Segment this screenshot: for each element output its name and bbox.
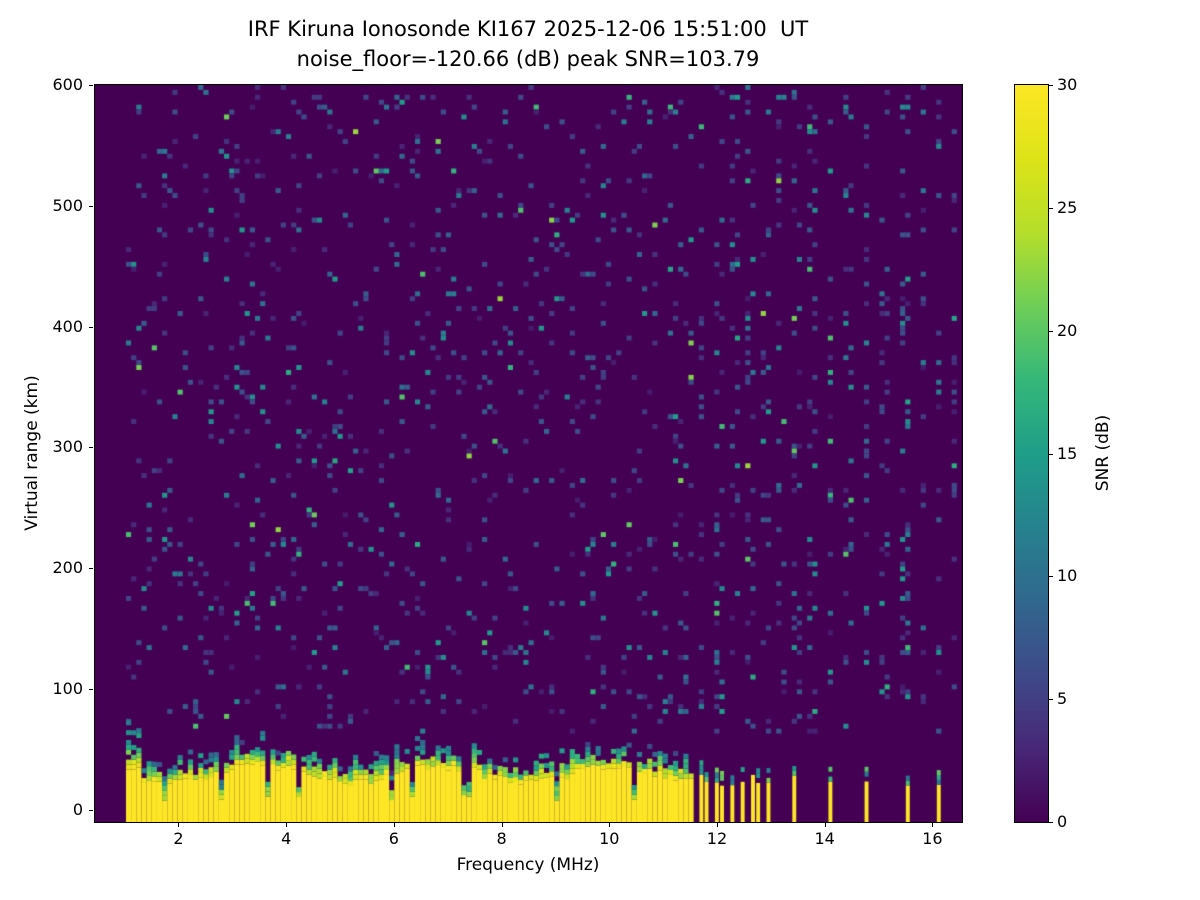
x-tick-label: 14: [814, 829, 835, 848]
x-tick-mark: [609, 823, 611, 827]
x-tick-mark: [716, 823, 718, 827]
y-tick-mark: [89, 447, 93, 449]
y-tick-label: 600: [52, 75, 83, 94]
y-tick-mark: [89, 568, 93, 570]
x-tick-label: 16: [922, 829, 943, 848]
y-tick-label: 300: [52, 437, 83, 457]
y-tick-mark: [89, 85, 93, 86]
colorbar-tick-label: 0: [1057, 812, 1068, 831]
x-tick-label: 2: [173, 829, 184, 848]
x-axis-label: Frequency (MHz): [456, 855, 600, 875]
colorbar-tick-label: 15: [1057, 443, 1078, 463]
x-tick-label: 12: [706, 829, 728, 848]
plot-canvas: [95, 85, 962, 822]
y-tick-label: 400: [52, 316, 83, 336]
colorbar-tick-label: 5: [1057, 689, 1068, 709]
colorbar-tick-label: 20: [1057, 320, 1078, 340]
colorbar: [1014, 84, 1049, 823]
x-tick-mark: [286, 823, 288, 827]
y-tick-label: 500: [52, 195, 83, 215]
y-tick-mark: [89, 326, 93, 328]
colorbar-tick-mark: [1049, 453, 1053, 455]
colorbar-tick-label: 30: [1057, 75, 1078, 94]
x-tick-mark: [178, 823, 180, 827]
y-tick-label: 100: [52, 679, 83, 699]
colorbar-tick-label: 25: [1057, 197, 1078, 217]
x-tick-label: 4: [281, 829, 292, 848]
x-tick-mark: [824, 823, 826, 827]
y-tick-label: 0: [72, 799, 83, 819]
colorbar-tick-mark: [1049, 330, 1053, 332]
x-tick-label: 10: [599, 829, 620, 848]
colorbar-tick-mark: [1049, 85, 1053, 86]
y-tick-mark: [89, 809, 93, 811]
colorbar-label: SNR (dB): [1093, 414, 1113, 492]
chart-title: IRF Kiruna Ionosonde KI167 2025-12-06 15…: [247, 17, 809, 41]
colorbar-tick-label: 10: [1057, 566, 1078, 586]
colorbar-tick-mark: [1049, 699, 1053, 701]
x-tick-mark: [501, 823, 503, 827]
colorbar-canvas: [1015, 85, 1048, 822]
colorbar-tick-mark: [1049, 822, 1053, 823]
x-tick-mark: [932, 823, 934, 827]
plot-area: [94, 84, 963, 823]
chart-subtitle: noise_floor=-120.66 (dB) peak SNR=103.79: [296, 47, 760, 71]
y-tick-mark: [89, 205, 93, 207]
y-tick-mark: [89, 689, 93, 691]
y-tick-label: 200: [52, 558, 83, 578]
x-tick-mark: [393, 823, 395, 827]
x-tick-label: 6: [388, 829, 399, 848]
colorbar-tick-mark: [1049, 207, 1053, 209]
colorbar-tick-mark: [1049, 576, 1053, 578]
x-tick-label: 8: [496, 829, 507, 848]
